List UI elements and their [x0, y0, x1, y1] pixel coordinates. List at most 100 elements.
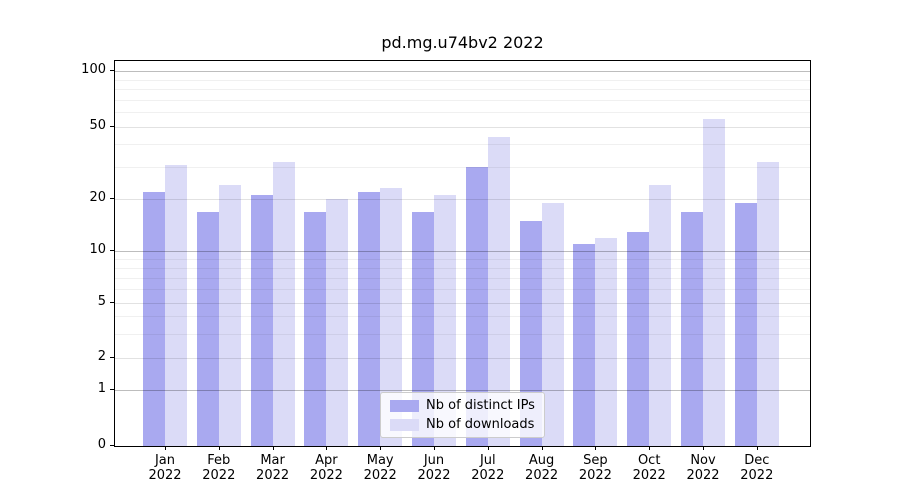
bar-distinct-ips — [250, 195, 273, 446]
x-tick-mark — [649, 446, 651, 450]
legend-swatch-distinct-ips — [390, 399, 419, 412]
x-tick-year: 2022 — [363, 468, 397, 483]
x-tick-year: 2022 — [471, 468, 505, 483]
y-tick-label: 5 — [97, 294, 106, 309]
bar-downloads — [272, 162, 295, 446]
major-gridline — [115, 71, 810, 72]
x-tick-label: Oct 2022 — [617, 453, 681, 483]
x-tick-label: Feb 2022 — [187, 453, 251, 483]
x-tick-mark — [380, 446, 382, 450]
minor-gridline — [115, 99, 810, 101]
x-tick-label: Jan 2022 — [133, 453, 197, 483]
x-tick-year: 2022 — [578, 468, 612, 483]
legend-label-downloads: Nb of downloads — [426, 417, 535, 432]
y-tick-mark — [110, 198, 114, 200]
x-tick-month: Nov — [690, 453, 716, 468]
y-tick-mark — [110, 125, 114, 127]
major-gridline — [115, 126, 810, 128]
plot-area — [114, 60, 811, 447]
minor-gridline — [115, 79, 810, 81]
x-tick-mark — [756, 446, 758, 450]
y-tick-mark — [110, 445, 114, 446]
x-tick-mark — [326, 446, 328, 450]
minor-gridline — [115, 333, 810, 335]
x-tick-year: 2022 — [202, 468, 236, 483]
bar-downloads — [487, 136, 510, 446]
minor-gridline — [115, 144, 810, 146]
x-tick-mark — [218, 446, 220, 450]
x-tick-year: 2022 — [686, 468, 720, 483]
x-tick-mark — [595, 446, 597, 450]
bar-downloads — [703, 119, 725, 446]
bar-distinct-ips — [358, 191, 381, 446]
x-tick-year: 2022 — [417, 468, 451, 483]
x-tick-label: Jun 2022 — [402, 453, 466, 483]
y-tick-mark — [110, 302, 114, 303]
x-tick-mark — [272, 446, 274, 450]
x-tick-mark — [165, 446, 166, 450]
x-tick-year: 2022 — [256, 468, 290, 483]
x-tick-month: May — [366, 453, 394, 468]
minor-gridline — [115, 289, 810, 291]
legend-entry-downloads: Nb of downloads — [390, 417, 535, 432]
bar-downloads — [756, 162, 779, 446]
y-tick-label: 10 — [89, 242, 106, 258]
minor-gridline — [115, 167, 810, 169]
chart-title: pd.mg.u74bv2 2022 — [381, 33, 544, 52]
bar-downloads — [165, 164, 187, 446]
x-tick-month: Jan — [154, 453, 176, 468]
x-tick-label: Apr 2022 — [294, 453, 358, 483]
y-tick-mark — [110, 70, 114, 71]
x-tick-month: Dec — [744, 453, 770, 468]
x-tick-label: Sep 2022 — [563, 453, 627, 483]
x-tick-mark — [487, 446, 489, 450]
x-tick-month: Aug — [528, 453, 555, 468]
bar-downloads — [649, 184, 672, 446]
bar-distinct-ips — [681, 211, 703, 446]
legend: Nb of distinct IPs Nb of downloads — [380, 392, 545, 438]
x-tick-year: 2022 — [148, 468, 182, 483]
x-tick-label: Dec 2022 — [725, 453, 789, 483]
y-tick-label: 50 — [89, 117, 106, 133]
major-gridline — [115, 251, 810, 253]
x-tick-mark — [703, 446, 704, 450]
bar-distinct-ips — [627, 231, 650, 446]
y-tick-label: 2 — [97, 349, 106, 364]
x-tick-label: Aug 2022 — [510, 453, 574, 483]
bar-distinct-ips — [196, 211, 219, 446]
bar-downloads — [434, 195, 456, 446]
bar-distinct-ips — [143, 191, 165, 446]
x-tick-month: Apr — [315, 453, 338, 468]
x-tick-year: 2022 — [309, 468, 343, 483]
x-tick-label: Nov 2022 — [671, 453, 735, 483]
legend-swatch-downloads — [390, 418, 419, 431]
legend-entry-distinct-ips: Nb of distinct IPs — [390, 398, 535, 413]
bar-distinct-ips — [573, 244, 596, 446]
bar-downloads — [218, 184, 241, 446]
bar-downloads — [380, 188, 403, 446]
x-tick-mark — [541, 446, 543, 450]
x-tick-month: Feb — [207, 453, 231, 468]
major-gridline — [115, 199, 810, 201]
minor-gridline — [115, 112, 810, 113]
major-gridline — [115, 390, 810, 391]
x-tick-month: Jun — [423, 453, 445, 468]
x-tick-label: Jul 2022 — [456, 453, 520, 483]
minor-gridline — [115, 277, 810, 279]
x-tick-month: Sep — [583, 453, 608, 468]
x-tick-mark — [434, 446, 435, 450]
x-tick-year: 2022 — [525, 468, 559, 483]
bar-downloads — [541, 203, 564, 446]
y-tick-label: 1 — [97, 381, 106, 396]
minor-gridline — [115, 259, 810, 261]
x-tick-label: Mar 2022 — [241, 453, 305, 483]
minor-gridline — [115, 316, 810, 318]
bar-downloads — [595, 237, 618, 446]
bar-downloads — [326, 199, 349, 446]
x-tick-year: 2022 — [740, 468, 774, 483]
bar-distinct-ips — [465, 167, 488, 446]
minor-gridline — [115, 88, 810, 90]
x-tick-month: Mar — [260, 453, 285, 468]
major-gridline — [115, 358, 810, 359]
